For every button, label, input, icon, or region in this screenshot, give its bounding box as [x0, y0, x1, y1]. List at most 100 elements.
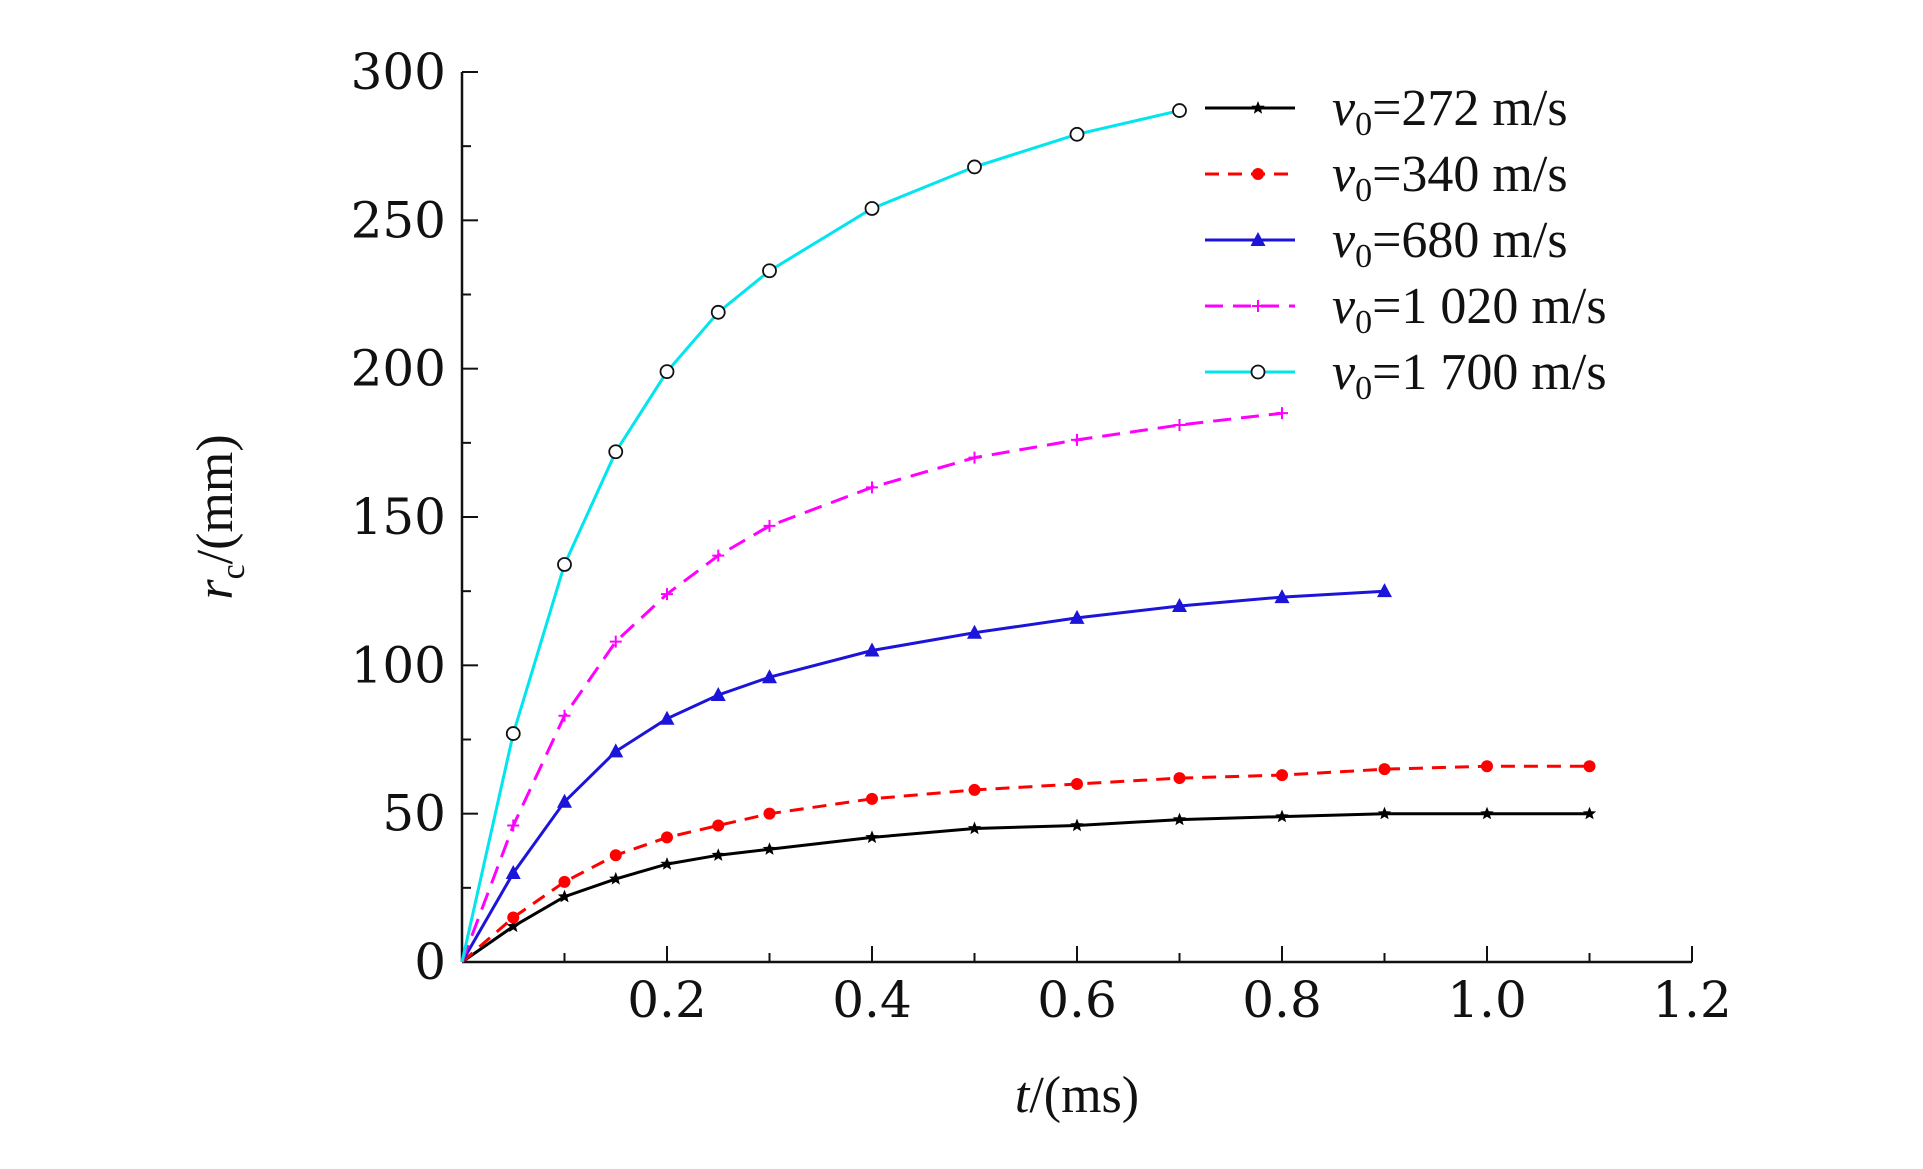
x-tick-label: 1.2 — [1652, 971, 1732, 1029]
legend-item: v0=272 m/s — [1205, 80, 1568, 143]
data-point — [1173, 772, 1186, 785]
legend-subscript: 0 — [1355, 172, 1372, 209]
data-point — [609, 635, 622, 648]
data-point — [866, 792, 878, 805]
data-point — [967, 624, 982, 639]
data-point — [1172, 598, 1187, 612]
data-point — [762, 263, 777, 279]
legend-marker — [1252, 168, 1264, 180]
y-tick-label: 200 — [351, 340, 446, 398]
legend-subscript: 0 — [1355, 304, 1372, 341]
data-point — [505, 865, 521, 879]
data-point — [608, 444, 624, 460]
series-1 — [461, 806, 1597, 964]
data-point — [659, 364, 675, 380]
data-point — [864, 642, 880, 657]
data-point — [762, 842, 777, 855]
data-point — [1274, 589, 1290, 604]
legend-marker — [1250, 364, 1266, 380]
data-point — [660, 857, 674, 870]
data-point — [865, 830, 879, 844]
y-tick-label: 100 — [351, 636, 446, 694]
legend-value: =680 m/s — [1372, 212, 1567, 269]
legend-marker — [1250, 232, 1266, 246]
data-point — [1377, 806, 1392, 820]
legend-label: v0=272 m/s — [1332, 80, 1568, 143]
series-line — [460, 411, 1283, 963]
legend-variable: v — [1332, 146, 1356, 203]
data-point — [967, 159, 982, 175]
legend-value: =340 m/s — [1372, 146, 1567, 203]
legend-variable: v — [1332, 212, 1356, 269]
legend: v0=272 m/sv0=340 m/sv0=680 m/sv0=1 020 m… — [1205, 80, 1607, 407]
x-tick-label: 0.2 — [627, 971, 707, 1029]
data-point — [763, 519, 776, 532]
y-tick-label: 50 — [382, 785, 446, 843]
data-point — [1378, 763, 1391, 776]
legend-label: v0=340 m/s — [1332, 146, 1568, 209]
series-4 — [460, 407, 1288, 963]
data-point — [712, 549, 725, 562]
legend-value: =1 020 m/s — [1372, 278, 1606, 335]
data-point — [763, 807, 776, 820]
series-line — [461, 764, 1590, 964]
x-tick-label: 0.8 — [1242, 971, 1322, 1029]
legend-item: v0=680 m/s — [1205, 212, 1568, 275]
x-tick-label: 1.0 — [1447, 971, 1527, 1029]
data-point — [711, 848, 725, 861]
legend-subscript: 0 — [1355, 238, 1372, 275]
data-point — [968, 783, 981, 796]
data-point — [710, 304, 726, 320]
data-point — [661, 831, 673, 844]
data-point — [558, 875, 571, 888]
data-point — [557, 793, 572, 808]
legend-value: =272 m/s — [1372, 80, 1567, 137]
data-point — [1069, 126, 1085, 142]
y-tick-label: 150 — [351, 488, 446, 546]
data-point — [557, 889, 572, 903]
legend-subscript: 0 — [1355, 370, 1372, 407]
series-3 — [460, 583, 1392, 963]
legend-label: v0=1 700 m/s — [1332, 344, 1607, 407]
data-point — [1480, 806, 1494, 820]
legend-item: v0=340 m/s — [1205, 146, 1568, 209]
legend-subscript: 0 — [1355, 106, 1372, 143]
legend-label: v0=680 m/s — [1332, 212, 1568, 275]
data-point — [1070, 818, 1084, 832]
data-point — [609, 849, 622, 862]
x-axis-unit: /(ms) — [1029, 1067, 1139, 1124]
data-point — [1583, 760, 1596, 773]
y-axis-subscript: c — [215, 564, 252, 579]
data-point — [1481, 760, 1493, 773]
legend-value: =1 700 m/s — [1372, 344, 1606, 401]
data-point — [1173, 419, 1186, 432]
data-point — [1276, 769, 1288, 782]
data-point — [1377, 583, 1392, 598]
x-axis-title: t/(ms) — [1015, 1067, 1139, 1124]
series-line — [460, 589, 1385, 963]
x-axis-variable: t — [1015, 1067, 1031, 1124]
data-point — [1275, 809, 1289, 823]
data-point — [710, 687, 726, 701]
data-point — [967, 821, 982, 835]
data-point — [608, 743, 624, 758]
series-layer — [460, 103, 1597, 964]
y-axis-ticks: 0 50 100 150 200 250 300 — [351, 43, 478, 991]
data-point — [762, 669, 777, 684]
data-point — [1071, 778, 1083, 790]
legend-variable: v — [1332, 80, 1356, 137]
legend-label: v0=1 020 m/s — [1332, 278, 1607, 341]
series-5 — [460, 103, 1187, 963]
legend-variable: v — [1332, 278, 1356, 335]
data-point — [1276, 407, 1288, 420]
y-axis-unit: /(mm) — [187, 434, 244, 564]
data-point — [609, 871, 623, 885]
data-point — [866, 481, 878, 494]
series-2 — [461, 760, 1596, 964]
data-point — [507, 819, 520, 832]
data-point — [558, 709, 571, 722]
data-point — [1582, 806, 1597, 820]
data-point — [1071, 433, 1083, 446]
data-point — [659, 710, 675, 725]
